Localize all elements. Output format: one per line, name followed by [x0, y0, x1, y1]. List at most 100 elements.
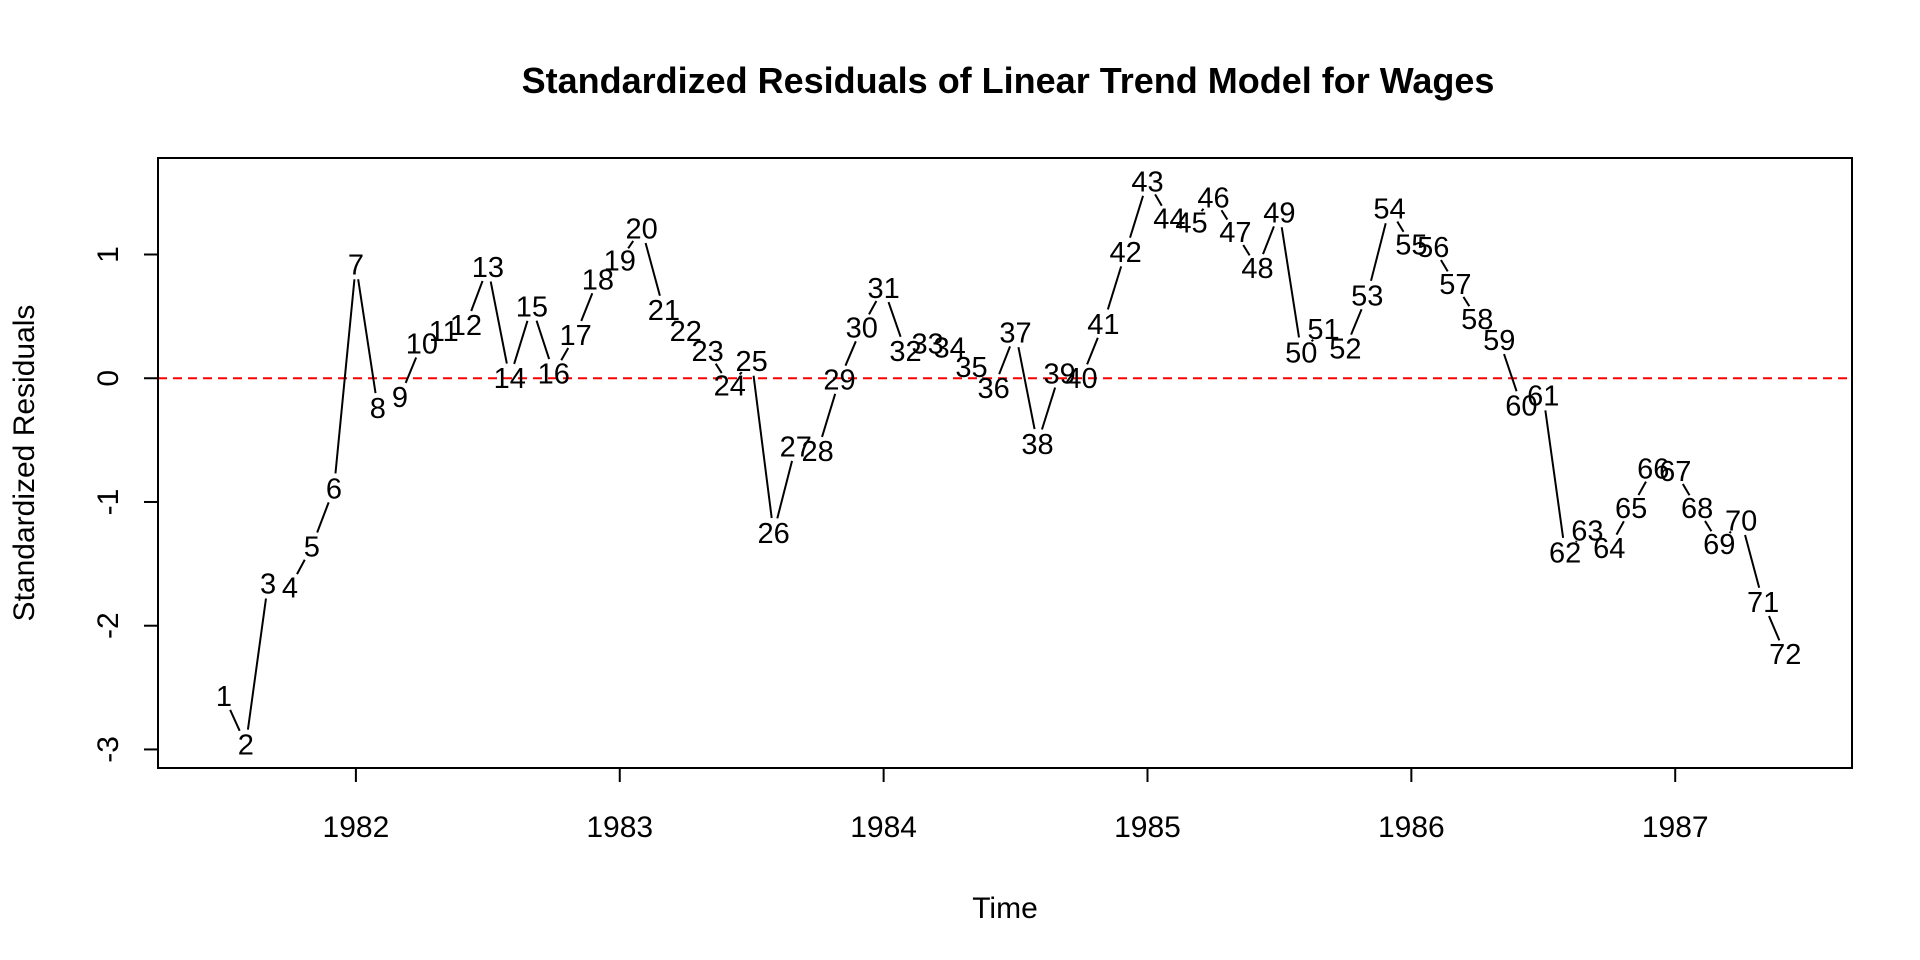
series-line-segment: [1350, 308, 1363, 336]
series-line-segment: [887, 301, 902, 338]
series-line-segment: [296, 559, 306, 575]
data-point-label: 20: [626, 214, 658, 246]
data-point-label: 46: [1197, 183, 1229, 215]
y-tick-label: 0: [92, 370, 125, 387]
data-point-label: 48: [1241, 253, 1273, 285]
data-point-label: 51: [1307, 314, 1339, 346]
x-tick-label: 1986: [1378, 811, 1445, 844]
data-point-label: 42: [1109, 237, 1141, 269]
series-line-segment: [535, 320, 551, 360]
series-line-segment: [776, 460, 794, 519]
data-point-label: 13: [472, 252, 504, 284]
data-point-label: 31: [867, 273, 899, 305]
y-tick-label: -2: [92, 612, 125, 639]
series-line-segment: [1129, 195, 1144, 239]
x-tick-label: 1982: [323, 811, 390, 844]
series-line-segment: [1200, 208, 1205, 212]
y-axis: -3 -2 -1 0 1: [92, 246, 159, 763]
data-point-label: 43: [1131, 167, 1163, 199]
series-line-segment: [1262, 226, 1275, 255]
data-point-label: 57: [1439, 269, 1471, 301]
x-tick-label: 1984: [850, 811, 917, 844]
series-line-segment: [1017, 346, 1036, 430]
series-line-segment: [1440, 259, 1449, 272]
y-tick-label: 1: [92, 246, 125, 263]
data-point-label: 33: [912, 329, 944, 361]
data-point-label: 40: [1065, 363, 1097, 395]
data-point-label: 3: [260, 569, 276, 601]
series-line-segment: [1704, 520, 1713, 532]
series-line-segment: [404, 357, 418, 384]
data-point-label: 69: [1703, 529, 1735, 561]
data-point-label: 27: [780, 431, 812, 463]
data-point-label: 10: [406, 329, 438, 361]
series-line-segment: [1280, 227, 1300, 338]
data-point-label: 61: [1527, 381, 1559, 413]
data-point-label: 41: [1087, 309, 1119, 341]
data-point-label: 8: [370, 393, 386, 425]
series-line-segment: [513, 320, 529, 365]
series-line-segment: [1637, 481, 1647, 496]
series-line-segment: [1462, 296, 1471, 307]
data-point-label: 1: [216, 681, 232, 713]
data-point-label: 60: [1505, 390, 1537, 422]
series-line-segment: [1106, 266, 1123, 310]
series-line-segment: [1220, 209, 1229, 221]
x-tick-label: 1985: [1114, 811, 1181, 844]
data-point-label: 5: [304, 532, 320, 564]
data-point-label: 36: [978, 373, 1010, 405]
data-point-label: 45: [1175, 207, 1207, 239]
series-line-segment: [246, 598, 267, 730]
series-line-segment: [316, 502, 330, 533]
data-point-label: 53: [1351, 280, 1383, 312]
series-line-segment: [1768, 615, 1781, 641]
data-point-label: 18: [582, 264, 614, 296]
series-line-segment: [1575, 540, 1578, 543]
data-point-label: 16: [538, 358, 570, 390]
data-point-label: 23: [691, 336, 723, 368]
series-line-segment: [1544, 410, 1565, 538]
data-point-label: 28: [802, 436, 834, 468]
series-line-segment: [357, 279, 377, 394]
series-line-segment: [1086, 337, 1099, 365]
series-line-segment: [644, 242, 661, 296]
data-point-label: 58: [1461, 304, 1493, 336]
data-point-label: 62: [1549, 538, 1581, 570]
data-point-label: 44: [1153, 204, 1185, 236]
series-line-segment: [844, 340, 857, 367]
data-point-label: 52: [1329, 334, 1361, 366]
data-point-label: 38: [1021, 429, 1053, 461]
x-tick-label: 1987: [1642, 811, 1709, 844]
series-line-segment: [1370, 223, 1387, 282]
data-point-label: 39: [1043, 358, 1075, 390]
data-point-label: 70: [1725, 506, 1757, 538]
data-point-label: 68: [1681, 493, 1713, 525]
y-tick-label: -1: [92, 489, 125, 516]
data-point-label: 22: [670, 316, 702, 348]
data-point-label: 30: [846, 313, 878, 345]
data-point-label: 34: [933, 332, 965, 364]
y-axis-label: Standardized Residuals: [8, 305, 41, 622]
series-line-segment: [821, 393, 837, 438]
data-point-label: 6: [326, 473, 342, 505]
data-point-label: 64: [1593, 533, 1625, 565]
series-line-segment: [1396, 221, 1405, 233]
data-point-label: 4: [282, 572, 298, 604]
data-point-label: 32: [889, 336, 921, 368]
series-line-segment: [580, 292, 594, 322]
data-point-label: 54: [1373, 194, 1405, 226]
data-point-label: 59: [1483, 325, 1515, 357]
series-line-segment: [998, 346, 1011, 375]
data-point-label: 55: [1395, 230, 1427, 262]
series-line-segment: [334, 279, 356, 474]
data-point-label: 24: [714, 371, 746, 403]
series-line-segment: [1310, 338, 1314, 343]
data-point-label: 72: [1769, 639, 1801, 671]
plot-frame: [157, 157, 1853, 769]
data-point-label: 71: [1747, 587, 1779, 619]
data-point-label: 29: [823, 364, 855, 396]
series-line-segment: [714, 363, 723, 374]
data-point-label: 49: [1263, 197, 1295, 229]
series-line-segment: [627, 240, 635, 249]
data-point-label: 21: [648, 295, 680, 327]
